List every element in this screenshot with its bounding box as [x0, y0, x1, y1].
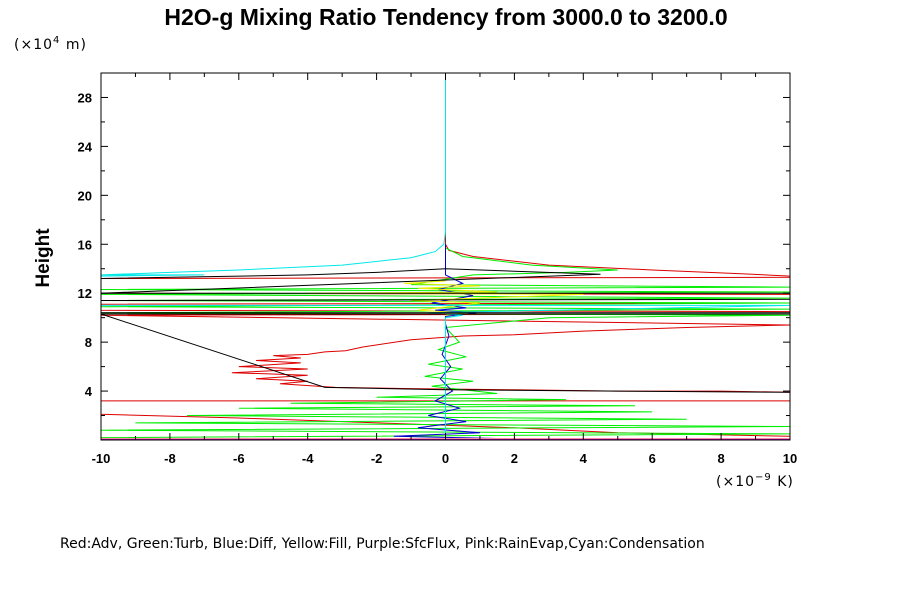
chart-title: H2O-g Mixing Ratio Tendency from 3000.0 …: [164, 4, 727, 30]
x-tick-label: 4: [580, 451, 588, 466]
x-tick-label: -10: [92, 451, 111, 466]
series-line-ensemble: [101, 268, 790, 393]
x-unit-exponent: −9: [755, 472, 772, 483]
x-tick-label: 0: [442, 451, 449, 466]
x-unit-prefix: (×10: [716, 474, 755, 490]
x-tick-label: -6: [233, 451, 245, 466]
y-tick-label: 24: [78, 139, 93, 154]
y-unit-prefix: (×10: [14, 37, 53, 53]
legend-text: Red:Adv, Green:Turb, Blue:Diff, Yellow:F…: [60, 536, 705, 552]
x-tick-label: 8: [717, 451, 724, 466]
y-unit-exponent: 4: [53, 35, 60, 46]
x-tick-label: 10: [783, 451, 797, 466]
x-tick-label: 2: [511, 451, 518, 466]
plot-series: [101, 73, 790, 440]
x-unit-label: (×10−9 K): [716, 472, 794, 490]
x-tick-labels: -10 -8 -6 -4 -2 0 2 4 6 8 10: [92, 451, 798, 466]
series-line-turb: [101, 247, 790, 439]
y-axis-title: Height: [33, 228, 54, 288]
y-tick-labels: 4 8 12 16 20 24 28: [78, 90, 93, 399]
series-line-adv: [101, 73, 790, 437]
x-unit-suffix: K): [772, 474, 794, 490]
series-line-fill: [307, 280, 584, 316]
y-unit-suffix: m): [60, 37, 87, 53]
x-tick-label: -4: [302, 451, 314, 466]
x-tick-label: 6: [649, 451, 656, 466]
y-tick-label: 20: [78, 188, 92, 203]
x-tick-label: -8: [164, 451, 176, 466]
axis-ticks: [100, 73, 791, 440]
y-tick-label: 4: [85, 384, 93, 399]
y-tick-label: 16: [78, 237, 92, 252]
y-tick-label: 8: [85, 335, 92, 350]
x-tick-label: -2: [371, 451, 383, 466]
y-tick-label: 28: [78, 90, 92, 105]
y-tick-label: 12: [78, 286, 92, 301]
y-unit-label: (×104 m): [14, 35, 87, 53]
